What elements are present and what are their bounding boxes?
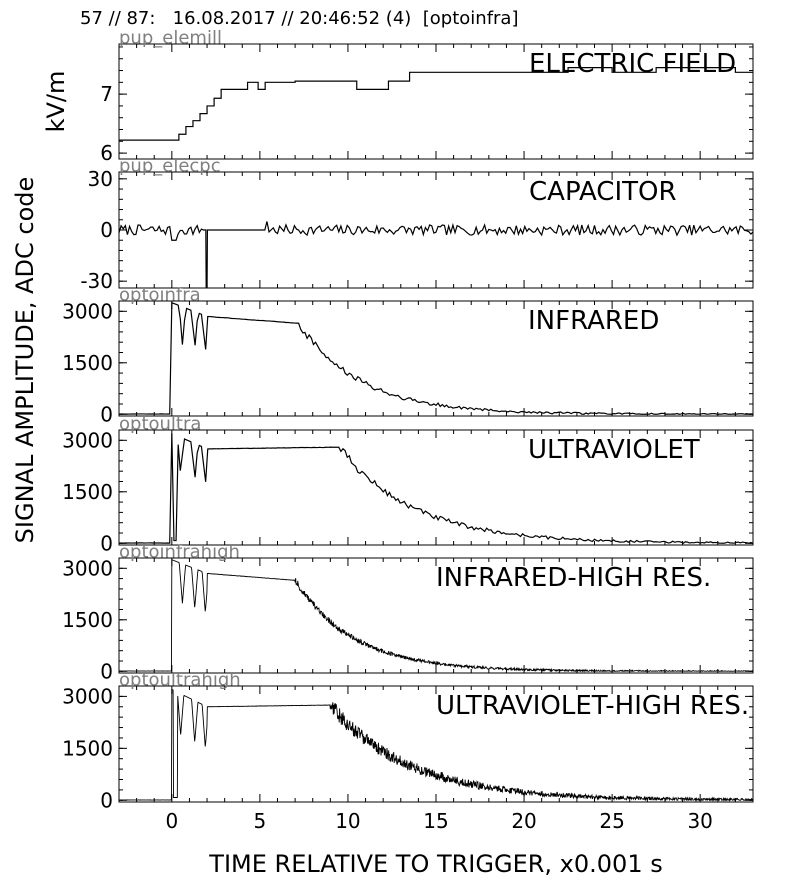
y-tick-label: 3000 (62, 428, 113, 452)
x-tick-label: 25 (599, 809, 624, 833)
y-axis-label: kV/m (42, 71, 70, 133)
x-tick-label: 0 (165, 809, 178, 833)
channel-label: optoinfrahigh (119, 542, 240, 563)
x-tick-label: 30 (687, 809, 712, 833)
series-line-pup_elecpc (119, 221, 753, 288)
y-tick-label: 0 (100, 402, 113, 426)
x-axis-label: TIME RELATIVE TO TRIGGER, x0.001 s (208, 850, 662, 878)
panel-title: CAPACITOR (529, 177, 677, 207)
panel-title: INFRARED-HIGH RES. (436, 563, 711, 593)
y-tick-label: 1500 (62, 608, 113, 632)
shared-y-axis-label: SIGNAL AMPLITUDE, ADC code (11, 177, 39, 544)
channel-label: optoultrahigh (119, 670, 241, 691)
y-tick-label: 0 (100, 218, 113, 242)
panel-title: ULTRAVIOLET-HIGH RES. (436, 691, 749, 721)
x-tick-label: 10 (335, 809, 360, 833)
y-tick-label: 1500 (62, 736, 113, 760)
y-tick-label: 1500 (62, 480, 113, 504)
channel-label: optoultra (119, 414, 201, 435)
x-tick-label: 20 (511, 809, 536, 833)
shared-y-label-signal: SIGNAL AMPLITUDE, (11, 294, 39, 543)
y-tick-label: 3000 (62, 556, 113, 580)
shared-y-label-adc: ADC code (11, 177, 39, 294)
panel-optoultrahigh: 0 1500 3000 0 5 10 15 20 25 30 optoultrahigh ULTRAV… (62, 670, 754, 833)
channel-label: optoinfra (119, 285, 201, 306)
y-tick-label: 1500 (62, 351, 113, 375)
y-tick-label: 0 (100, 531, 113, 555)
series-line-optoultra (119, 433, 753, 544)
y-tick-label: 3000 (62, 299, 113, 323)
y-tick-label: -30 (80, 269, 113, 293)
panel-pup_elemill: 6 7 pup_elemill ELECTRIC FIELD kV/m (42, 28, 754, 165)
y-tick-label: 0 (100, 788, 113, 812)
y-tick-label: 7 (100, 82, 113, 106)
y-tick-label: 0 (100, 659, 113, 683)
panel-title: ELECTRIC FIELD (529, 49, 736, 79)
series-line-pup_elemill (119, 66, 753, 141)
channel-label: pup_elecpc (119, 156, 221, 177)
x-tick-label: 5 (254, 809, 267, 833)
panel-optoinfra: 0 1500 3000 optoinfra INFRARED (62, 285, 754, 426)
panel-optoultra: 0 1500 3000 optoultra ULTRAVIOLET (62, 414, 754, 555)
y-tick-label: 3000 (62, 684, 113, 708)
x-tick-label: 15 (423, 809, 448, 833)
channel-label: pup_elemill (119, 28, 222, 49)
figure-title: 57 // 87: 16.08.2017 // 20:46:52 (4) [op… (80, 8, 519, 29)
panel-title: ULTRAVIOLET (528, 435, 700, 465)
panel-pup_elecpc: -30 0 30 pup_elecpc CAPACITOR (80, 156, 754, 293)
y-tick-label: 30 (88, 167, 113, 191)
y-tick-label: 6 (100, 141, 113, 165)
panel-optoinfrahigh: 0 1500 3000 optoinfrahigh INFRARED-HIGH RES. (62, 542, 754, 683)
panel-title: INFRARED (528, 306, 659, 336)
